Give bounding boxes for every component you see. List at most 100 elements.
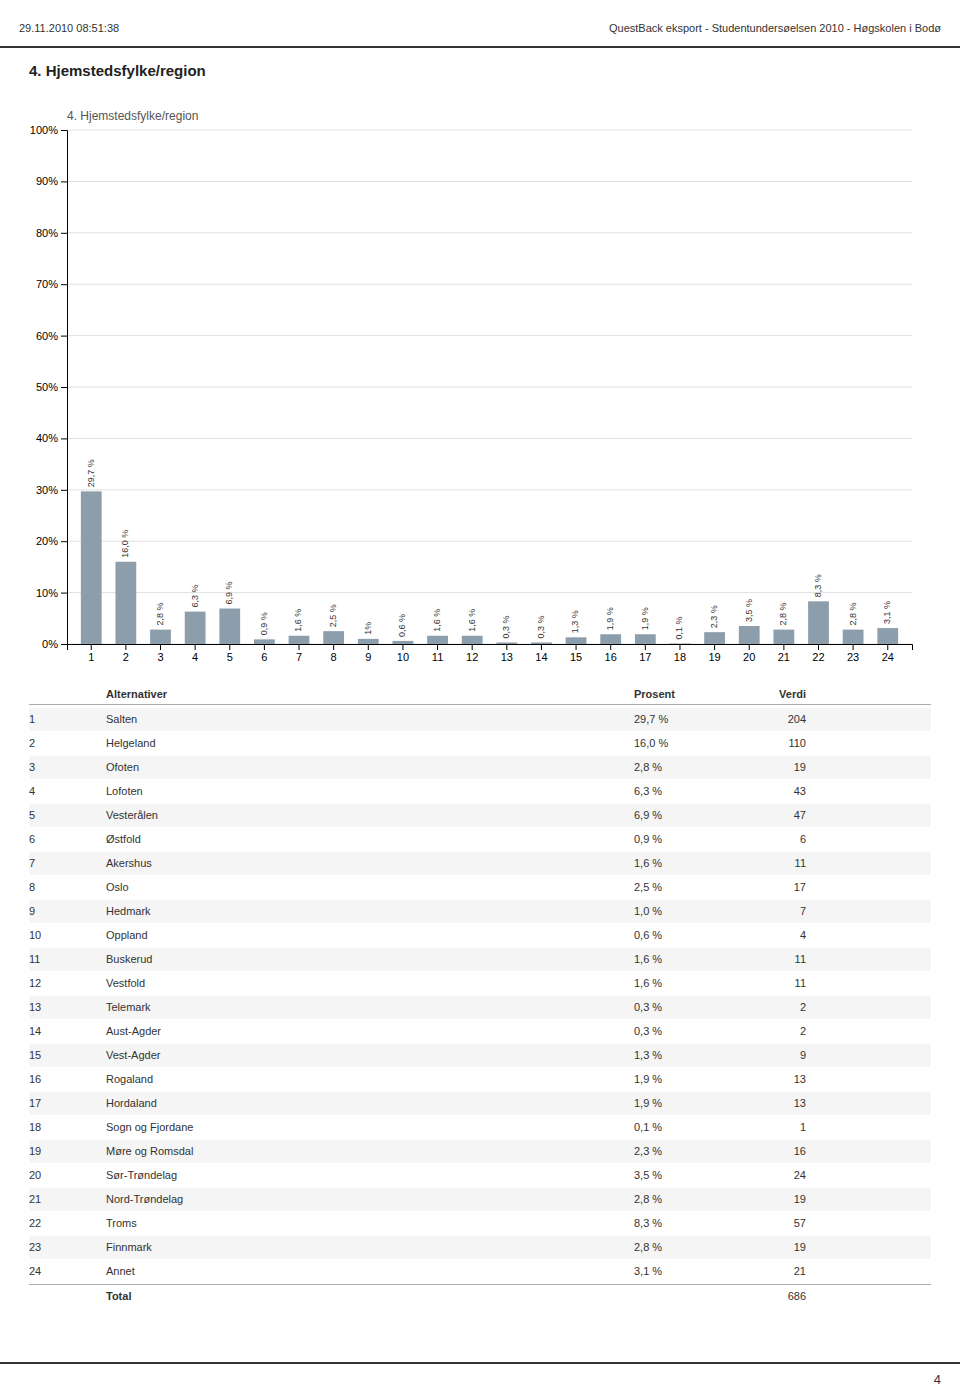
data-label: 1,6 % xyxy=(432,609,442,632)
table-row: 7Akershus1,6 %11 xyxy=(29,852,931,875)
page-number: 4 xyxy=(934,1372,941,1387)
section-title: 4. Hjemstedsfylke/region xyxy=(29,62,206,79)
table-row: 6Østfold0,9 %6 xyxy=(29,828,931,851)
bar xyxy=(566,637,587,644)
bars xyxy=(81,491,898,644)
header-right: QuestBack eksport - Studentundersøelsen … xyxy=(609,22,941,34)
row-number: 13 xyxy=(29,1001,41,1013)
row-value: 9 xyxy=(800,1049,806,1061)
y-tick-mark xyxy=(61,130,67,131)
x-tick-label: 18 xyxy=(674,651,686,663)
x-tick-label: 6 xyxy=(261,651,267,663)
row-percent: 2,8 % xyxy=(634,1193,662,1205)
x-tick: 13 xyxy=(501,644,513,663)
bar xyxy=(323,631,344,644)
x-tick: 20 xyxy=(743,644,755,663)
row-background xyxy=(29,1140,931,1163)
bar xyxy=(462,636,483,644)
row-number: 16 xyxy=(29,1073,41,1085)
x-tick-label: 24 xyxy=(882,651,894,663)
header-rule xyxy=(0,46,960,48)
table-row: 12Vestfold1,6 %11 xyxy=(29,972,931,995)
bar xyxy=(358,639,379,644)
x-tick-label: 15 xyxy=(570,651,582,663)
y-tick-label: 90% xyxy=(36,175,58,187)
row-name: Østfold xyxy=(106,833,141,845)
y-tick: 10% xyxy=(36,587,67,599)
table-row: 4Lofoten6,3 %43 xyxy=(29,780,931,803)
table-row: 5Vesterålen6,9 %47 xyxy=(29,804,931,827)
row-percent: 8,3 % xyxy=(634,1217,662,1229)
x-tick-label: 13 xyxy=(501,651,513,663)
row-name: Helgeland xyxy=(106,737,156,749)
row-percent: 0,6 % xyxy=(634,929,662,941)
row-name: Salten xyxy=(106,713,137,725)
x-tick: 10 xyxy=(397,644,409,663)
row-value: 21 xyxy=(794,1265,806,1277)
x-tick-mark xyxy=(368,644,369,650)
row-percent: 1,6 % xyxy=(634,977,662,989)
x-tick-mark xyxy=(333,644,334,650)
row-number: 23 xyxy=(29,1241,41,1253)
grid xyxy=(67,130,912,644)
grid-line xyxy=(67,541,912,542)
row-value: 24 xyxy=(794,1169,806,1181)
row-name: Sør-Trøndelag xyxy=(106,1169,177,1181)
row-background xyxy=(29,756,931,779)
bar xyxy=(670,643,691,644)
row-name: Finnmark xyxy=(106,1241,152,1253)
x-tick: 15 xyxy=(570,644,582,663)
row-background xyxy=(29,972,931,995)
row-number: 12 xyxy=(29,977,41,989)
bar xyxy=(843,630,864,644)
x-tick: 22 xyxy=(812,644,824,663)
row-background xyxy=(29,828,931,851)
x-tick-mark xyxy=(783,644,784,650)
x-tick-mark xyxy=(818,644,819,650)
x-tick-mark xyxy=(195,644,196,650)
bar xyxy=(739,626,760,644)
table-row: 17Hordaland1,9 %13 xyxy=(29,1092,931,1115)
x-tick-label: 5 xyxy=(227,651,233,663)
row-percent: 6,9 % xyxy=(634,809,662,821)
row-number: 17 xyxy=(29,1097,41,1109)
row-name: Hordaland xyxy=(106,1097,157,1109)
x-tick-mark xyxy=(506,644,507,650)
total-label: Total xyxy=(106,1290,131,1302)
total-separator xyxy=(29,1284,931,1285)
data-label: 6,3 % xyxy=(190,585,200,608)
row-percent: 2,5 % xyxy=(634,881,662,893)
row-value: 2 xyxy=(800,1025,806,1037)
row-number: 5 xyxy=(29,809,35,821)
x-tick: 23 xyxy=(847,644,859,663)
x-tick-label: 14 xyxy=(535,651,547,663)
row-percent: 6,3 % xyxy=(634,785,662,797)
x-tick: 19 xyxy=(708,644,720,663)
x-tick: 4 xyxy=(192,644,198,663)
x-tick-mark xyxy=(576,644,577,650)
x-tick-label: 21 xyxy=(778,651,790,663)
row-name: Buskerud xyxy=(106,953,152,965)
bar xyxy=(704,632,725,644)
x-tick: 7 xyxy=(296,644,302,663)
bar xyxy=(496,642,517,644)
page: 29.11.2010 08:51:38QuestBack eksport - S… xyxy=(0,0,960,1400)
row-number: 7 xyxy=(29,857,35,869)
row-value: 110 xyxy=(788,737,806,749)
bar xyxy=(185,612,206,644)
x-tick-mark xyxy=(645,644,646,650)
row-number: 6 xyxy=(29,833,35,845)
x-tick-mark xyxy=(887,644,888,650)
x-tick-mark xyxy=(160,644,161,650)
x-tick-mark xyxy=(749,644,750,650)
x-tick: 17 xyxy=(639,644,651,663)
row-value: 43 xyxy=(794,785,806,797)
y-axis: 0%10%20%30%40%50%60%70%80%90%100% xyxy=(30,124,68,650)
x-tick-label: 20 xyxy=(743,651,755,663)
row-percent: 2,3 % xyxy=(634,1145,662,1157)
table-row: 21Nord-Trøndelag2,8 %19 xyxy=(29,1188,931,1211)
row-percent: 1,3 % xyxy=(634,1049,662,1061)
row-name: Sogn og Fjordane xyxy=(106,1121,193,1133)
x-tick: 12 xyxy=(466,644,478,663)
bar xyxy=(808,601,829,644)
